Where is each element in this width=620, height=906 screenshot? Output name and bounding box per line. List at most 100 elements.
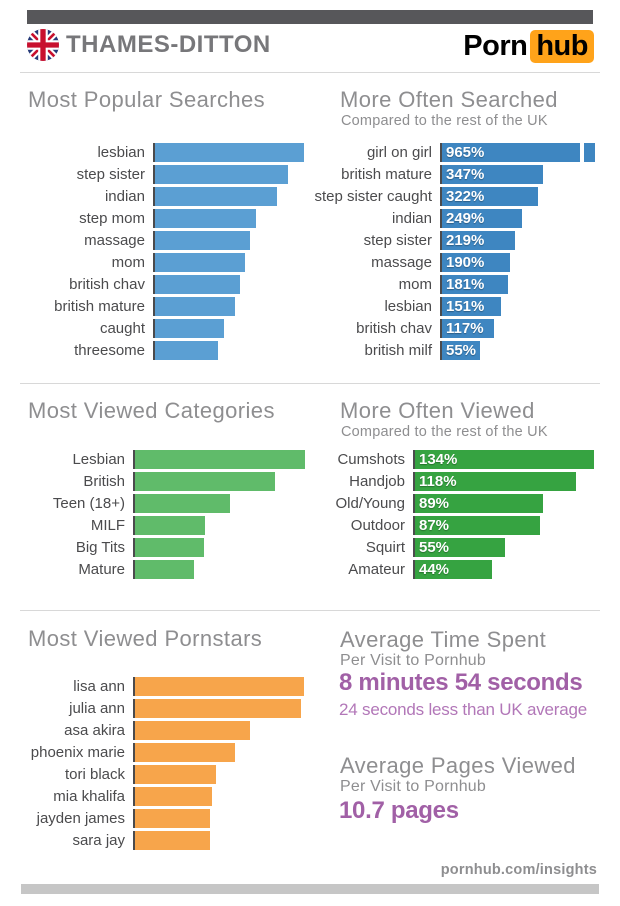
bar: 87%: [415, 516, 540, 535]
chart-row: lisa ann: [28, 677, 304, 696]
chart-row: Mature: [28, 560, 305, 579]
bar-track: [153, 143, 304, 162]
bar: [135, 560, 194, 579]
bar-track: 190%: [440, 253, 510, 272]
chart-row: british mature 347%: [290, 165, 595, 184]
bar-label: british mature: [341, 166, 432, 183]
chart-row: jayden james: [28, 809, 304, 828]
bar-track: 55%: [413, 538, 505, 557]
bar-label: step sister caught: [314, 188, 432, 205]
bar-label: Cumshots: [337, 451, 405, 468]
bar-label: Mature: [78, 561, 125, 578]
bar-track: [133, 743, 235, 762]
bar-label: phoenix marie: [30, 744, 125, 761]
bar-track: [133, 450, 305, 469]
bar: [135, 699, 301, 718]
page-title: THAMES-DITTON: [66, 31, 271, 58]
bar-value: 117%: [446, 320, 484, 337]
bar-track: 87%: [413, 516, 540, 535]
bar-track: [133, 787, 212, 806]
chart-row: british chav 117%: [290, 319, 595, 338]
bar-overflow-tail: [584, 143, 595, 162]
bar-track: [153, 341, 218, 360]
chart-row: Lesbian: [28, 450, 305, 469]
bar: [135, 538, 204, 557]
bar: [135, 787, 212, 806]
bar-label: lesbian: [97, 144, 145, 161]
header-divider: [20, 72, 600, 73]
bar: [135, 809, 210, 828]
bar-label: mom: [111, 254, 145, 271]
bar-track: 219%: [440, 231, 515, 250]
bottom-accent-bar: [21, 884, 599, 894]
bar: 134%: [415, 450, 594, 469]
chart-row: MILF: [28, 516, 305, 535]
bar-track: [133, 699, 301, 718]
bar-label: Amateur: [348, 561, 405, 578]
bar-value: 55%: [446, 342, 477, 359]
bar-track: [133, 677, 304, 696]
chart-row: Outdoor 87%: [290, 516, 594, 535]
bar-label: Teen (18+): [52, 495, 125, 512]
bar: [155, 341, 218, 360]
avg-pages-title: Average Pages Viewed: [340, 753, 576, 778]
bar-label: caught: [99, 320, 145, 337]
bar: [155, 275, 240, 294]
bar: [155, 297, 235, 316]
bar-label: tori black: [64, 766, 125, 783]
chart-row: julia ann: [28, 699, 304, 718]
bar-track: [153, 319, 224, 338]
bar: [135, 831, 210, 850]
bar-value: 87%: [419, 517, 450, 534]
chart-row: Handjob 118%: [290, 472, 594, 491]
bar-label: lisa ann: [73, 678, 125, 695]
bar: 965%: [442, 143, 580, 162]
bar-value: 181%: [446, 276, 485, 293]
chart-row: step mom: [28, 209, 304, 228]
bar-label: Handjob: [349, 473, 405, 490]
pornhub-logo: Porn hub: [463, 30, 594, 63]
chart-row: british milf 55%: [290, 341, 595, 360]
bar: 181%: [442, 275, 508, 294]
section-subtitle-more-often-searched: Compared to the rest of the UK: [341, 113, 548, 129]
chart-most-viewed-categories: Lesbian British Teen (18+) MILF Big Tits Matu…: [28, 450, 305, 582]
section-divider-1: [20, 383, 600, 384]
bar: [155, 165, 288, 184]
bar-track: 118%: [413, 472, 576, 491]
bar: 190%: [442, 253, 510, 272]
bar-track: [133, 809, 210, 828]
bar-label: Big Tits: [75, 539, 125, 556]
bar-track: 322%: [440, 187, 538, 206]
bar-label: threesome: [74, 342, 145, 359]
chart-more-often-viewed: Cumshots 134% Handjob 118% Old/Young 89% Outdo…: [290, 450, 594, 582]
logo-text-hub: hub: [530, 30, 594, 63]
bar-label: indian: [104, 188, 145, 205]
bar: 151%: [442, 297, 501, 316]
section-title-most-popular-searches: Most Popular Searches: [28, 87, 266, 112]
chart-row: mom: [28, 253, 304, 272]
bar-label: asa akira: [64, 722, 125, 739]
bar: 55%: [415, 538, 505, 557]
bar: 322%: [442, 187, 538, 206]
bar: [135, 516, 205, 535]
bar-track: [133, 831, 210, 850]
bar: 118%: [415, 472, 576, 491]
chart-row: tori black: [28, 765, 304, 784]
bar-label: mia khalifa: [53, 788, 125, 805]
bar-track: 55%: [440, 341, 480, 360]
bar-label: girl on girl: [366, 144, 432, 161]
bar-label: Old/Young: [335, 495, 405, 512]
chart-row: asa akira: [28, 721, 304, 740]
chart-row: British: [28, 472, 305, 491]
bar: [135, 677, 304, 696]
bar-value: 55%: [419, 539, 450, 556]
bar-value: 151%: [446, 298, 485, 315]
bar: 219%: [442, 231, 515, 250]
footer-url: pornhub.com/insights: [440, 862, 597, 878]
bar-value: 134%: [419, 451, 458, 468]
chart-row: indian: [28, 187, 304, 206]
bar-value: 118%: [419, 473, 457, 490]
chart-row: massage: [28, 231, 304, 250]
section-divider-2: [20, 610, 600, 611]
bar: [135, 765, 216, 784]
